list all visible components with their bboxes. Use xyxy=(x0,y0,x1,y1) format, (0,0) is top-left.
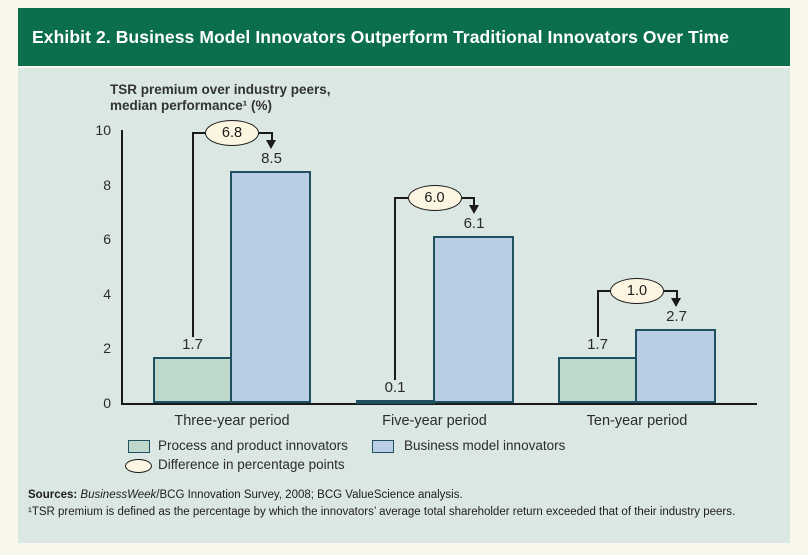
sources-block: Sources: BusinessWeek/BCG Innovation Sur… xyxy=(28,487,760,521)
legend-label-difference: Difference in percentage points xyxy=(158,457,345,472)
connector-line xyxy=(259,131,273,134)
legend-swatch-business xyxy=(372,440,394,453)
difference-oval: 6.8 xyxy=(205,119,259,146)
category-label: Ten-year period xyxy=(586,413,688,429)
connector-line xyxy=(675,291,678,300)
chart-panel: TSR premium over industry peers, median … xyxy=(18,68,790,543)
category-label: Five-year period xyxy=(382,413,487,429)
legend-label-process: Process and product innovators xyxy=(158,438,348,453)
exhibit-title: Exhibit 2. Business Model Innovators Out… xyxy=(32,26,730,47)
value-label: 1.7 xyxy=(587,335,608,353)
sources-label: Sources: xyxy=(28,489,78,501)
legend-swatch-process xyxy=(128,440,150,453)
y-tick-label: 0 xyxy=(103,395,111,411)
sources-rest: /BCG Innovation Survey, 2008; BCG ValueS… xyxy=(156,489,463,501)
difference-oval: 1.0 xyxy=(610,278,664,305)
legend-swatch-difference xyxy=(125,459,152,473)
bar-business xyxy=(230,170,311,403)
bar-process xyxy=(558,356,637,403)
exhibit-header: Exhibit 2. Business Model Innovators Out… xyxy=(18,8,790,66)
connector-line xyxy=(191,131,205,134)
connector-line xyxy=(473,198,475,207)
y-tick-label: 6 xyxy=(103,231,111,248)
connector-line xyxy=(596,291,599,337)
value-label: 8.5 xyxy=(261,149,282,167)
legend-label-business: Business model innovators xyxy=(404,438,566,453)
bar-business xyxy=(432,236,514,403)
connector-line xyxy=(664,290,678,293)
down-arrow-icon xyxy=(671,298,681,308)
y-tick-label: 10 xyxy=(95,122,111,138)
footnote: ¹TSR premium is defined as the percentag… xyxy=(28,506,736,518)
difference-oval: 6.0 xyxy=(407,185,462,212)
y-axis-title: TSR premium over industry peers, median … xyxy=(110,82,331,114)
y-axis-line xyxy=(121,130,123,405)
connector-line xyxy=(596,290,610,293)
bar-business xyxy=(635,329,716,403)
bar-chart: 0 2 4 6 8 10 6.8 1.7 8.5 Three-year period 6.0 0.1 6… xyxy=(18,68,790,543)
y-tick-label: 8 xyxy=(103,176,111,193)
connector-line xyxy=(394,198,396,381)
y-axis-title-line1: TSR premium over industry peers, xyxy=(110,82,331,97)
category-label: Three-year period xyxy=(174,413,290,429)
sources-italic: BusinessWeek xyxy=(80,489,157,501)
down-arrow-icon xyxy=(266,139,276,149)
value-label: 2.7 xyxy=(666,308,687,326)
connector-line xyxy=(191,132,194,337)
value-label: 1.7 xyxy=(182,335,203,353)
y-tick-label: 4 xyxy=(103,285,111,302)
sources-line: Sources: BusinessWeek/BCG Innovation Sur… xyxy=(28,487,760,504)
connector-line xyxy=(270,132,273,141)
connector-line xyxy=(461,197,475,200)
value-label: 6.1 xyxy=(463,215,485,233)
x-axis-line xyxy=(121,403,757,405)
down-arrow-icon xyxy=(468,205,479,215)
connector-line xyxy=(394,197,408,200)
bar-process xyxy=(153,356,232,403)
value-label: 0.1 xyxy=(384,379,406,397)
y-tick-label: 2 xyxy=(103,340,111,357)
bar-process xyxy=(355,400,435,405)
y-axis-title-line2: median performance¹ (%) xyxy=(110,98,273,113)
